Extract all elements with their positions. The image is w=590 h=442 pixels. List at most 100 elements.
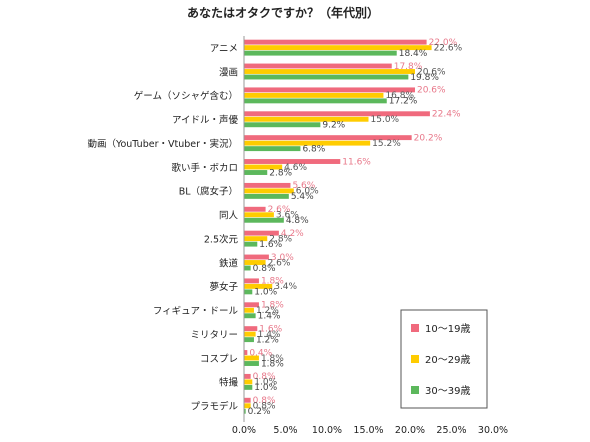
- data-label: 11.6%: [342, 157, 371, 167]
- bar: [244, 331, 256, 337]
- data-label: 4.8%: [286, 216, 309, 226]
- bar: [244, 170, 268, 175]
- legend-swatch: [411, 324, 419, 332]
- data-label: 18.4%: [399, 49, 428, 59]
- bar: [244, 193, 289, 199]
- legend-swatch: [411, 386, 419, 394]
- x-tick-label: 15.0%: [353, 425, 383, 436]
- data-label: 15.0%: [371, 115, 400, 125]
- bar: [244, 337, 254, 343]
- bar: [244, 206, 266, 212]
- data-label: 1.8%: [261, 359, 284, 369]
- x-tick-label: 25.0%: [436, 425, 466, 436]
- data-label: 6.0%: [296, 187, 319, 197]
- data-label: 1.6%: [259, 324, 282, 334]
- data-label: 5.6%: [292, 181, 315, 191]
- data-label: 1.0%: [254, 383, 277, 393]
- legend-label: 20～29歳: [425, 354, 470, 366]
- category-label: プラモデル: [190, 401, 238, 413]
- data-label: 2.8%: [269, 168, 292, 178]
- data-label: 1.8%: [261, 354, 284, 364]
- data-label: 0.8%: [253, 264, 276, 274]
- bar: [244, 408, 246, 414]
- data-label: 22.0%: [429, 38, 458, 48]
- data-label: 2.8%: [269, 234, 292, 244]
- bar: [244, 373, 251, 379]
- bar: [244, 182, 291, 188]
- data-label: 16.8%: [385, 91, 414, 101]
- data-label: 3.4%: [274, 282, 297, 292]
- bar: [244, 39, 427, 45]
- data-label: 20.6%: [417, 86, 446, 96]
- category-label: ゲーム（ソシャゲ含む）: [134, 90, 238, 102]
- category-label: アニメ: [210, 43, 238, 54]
- bar: [244, 159, 341, 164]
- data-label: 4.6%: [284, 163, 307, 173]
- bar: [244, 135, 412, 141]
- bar: [244, 217, 284, 223]
- category-label: BL（腐女子）: [179, 186, 238, 198]
- bar: [244, 260, 266, 265]
- category-label: 2.5次元: [204, 233, 239, 245]
- data-label: 0.2%: [248, 407, 271, 417]
- data-label: 1.8%: [261, 301, 284, 311]
- category-label: アイドル・声優: [172, 114, 239, 126]
- data-label: 3.6%: [276, 211, 299, 221]
- bar: [244, 283, 273, 289]
- bar: [244, 92, 384, 98]
- bar: [244, 236, 268, 242]
- category-label: フィギュア・ドール: [153, 306, 239, 317]
- bar: [244, 122, 321, 128]
- bar: [244, 326, 258, 332]
- x-tick-label: 20.0%: [395, 425, 425, 436]
- bar: [244, 379, 253, 385]
- bar: [244, 74, 409, 80]
- category-label: 動画（YouTuber・Vtuber・実況）: [87, 138, 238, 150]
- bar: [244, 397, 251, 403]
- bar: [244, 350, 248, 355]
- bar: [244, 361, 259, 366]
- bar: [244, 50, 397, 56]
- data-label: 1.6%: [259, 240, 282, 250]
- data-label: 1.2%: [256, 335, 279, 345]
- bar: [244, 45, 432, 51]
- data-label: 4.2%: [281, 229, 304, 239]
- data-label: 2.6%: [268, 258, 291, 268]
- data-label: 0.8%: [253, 402, 276, 412]
- data-label: 9.2%: [322, 121, 345, 131]
- data-label: 22.4%: [432, 110, 461, 120]
- chart-title: あなたはオタクですか？（年代別）: [187, 5, 379, 20]
- bar: [244, 111, 430, 117]
- data-label: 15.2%: [372, 139, 401, 149]
- bar: [244, 98, 387, 104]
- legend-swatch: [411, 355, 419, 363]
- bar: [244, 278, 259, 284]
- data-label: 2.6%: [268, 205, 291, 215]
- data-label: 1.0%: [254, 288, 277, 298]
- bar: [244, 265, 251, 271]
- category-label: 特撮: [219, 377, 239, 389]
- bar: [244, 146, 301, 152]
- bar: [244, 188, 294, 194]
- data-label: 22.6%: [434, 43, 463, 53]
- x-tick-label: 0.0%: [232, 425, 256, 436]
- category-label: 同人: [219, 211, 239, 222]
- data-label: 17.2%: [389, 97, 418, 107]
- data-label: 1.4%: [258, 330, 281, 340]
- data-label: 20.2%: [414, 133, 443, 143]
- bar: [244, 241, 258, 247]
- category-label: 歌い手・ボカロ: [171, 162, 238, 174]
- category-label: 夢女子: [209, 281, 238, 293]
- bar: [244, 403, 251, 409]
- bar: [244, 254, 269, 260]
- data-label: 0.8%: [253, 396, 276, 406]
- legend: 10～19歳 20～29歳 30～39歳: [400, 309, 488, 409]
- legend-label: 10～19歳: [425, 323, 470, 335]
- data-label: 6.8%: [302, 144, 325, 154]
- bar: [244, 302, 259, 308]
- category-label: 鉄道: [219, 257, 239, 269]
- bar: [244, 63, 392, 69]
- data-label: 1.2%: [256, 306, 279, 316]
- data-label: 0.8%: [253, 372, 276, 382]
- data-label: 20.6%: [417, 67, 446, 77]
